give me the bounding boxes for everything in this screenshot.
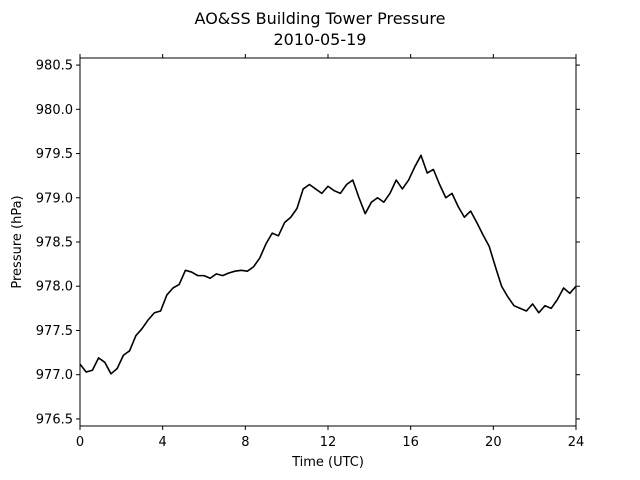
x-tick-label: 12 [320,435,337,450]
x-tick-label: 0 [76,435,84,450]
x-tick-label: 16 [402,435,419,450]
x-tick-label: 4 [159,435,167,450]
y-tick-label: 978.0 [36,280,73,295]
chart-title: AO&SS Building Tower Pressure [195,9,446,28]
x-axis: 0 4 8 12 16 20 24 [76,54,584,450]
plot-frame [79,57,577,427]
y-tick-label: 979.5 [36,147,73,162]
chart-subtitle: 2010-05-19 [274,30,367,49]
x-axis-label: Time (UTC) [291,455,364,470]
x-tick-label: 24 [568,435,585,450]
x-tick-label: 8 [241,435,249,450]
y-tick-label: 976.5 [36,412,73,427]
y-axis: 976.5 977.0 977.5 978.0 978.5 979.0 979.5 980.0… [36,59,580,427]
series-line [79,154,577,375]
x-tick-label: 20 [485,435,502,450]
y-tick-label: 978.5 [36,236,73,251]
y-axis-label: Pressure (hPa) [10,195,25,288]
y-tick-label: 980.0 [36,103,73,118]
y-tick-label: 977.5 [36,324,73,339]
y-tick-label: 977.0 [36,368,73,383]
y-tick-label: 980.5 [36,59,73,74]
y-tick-label: 979.0 [36,191,73,206]
